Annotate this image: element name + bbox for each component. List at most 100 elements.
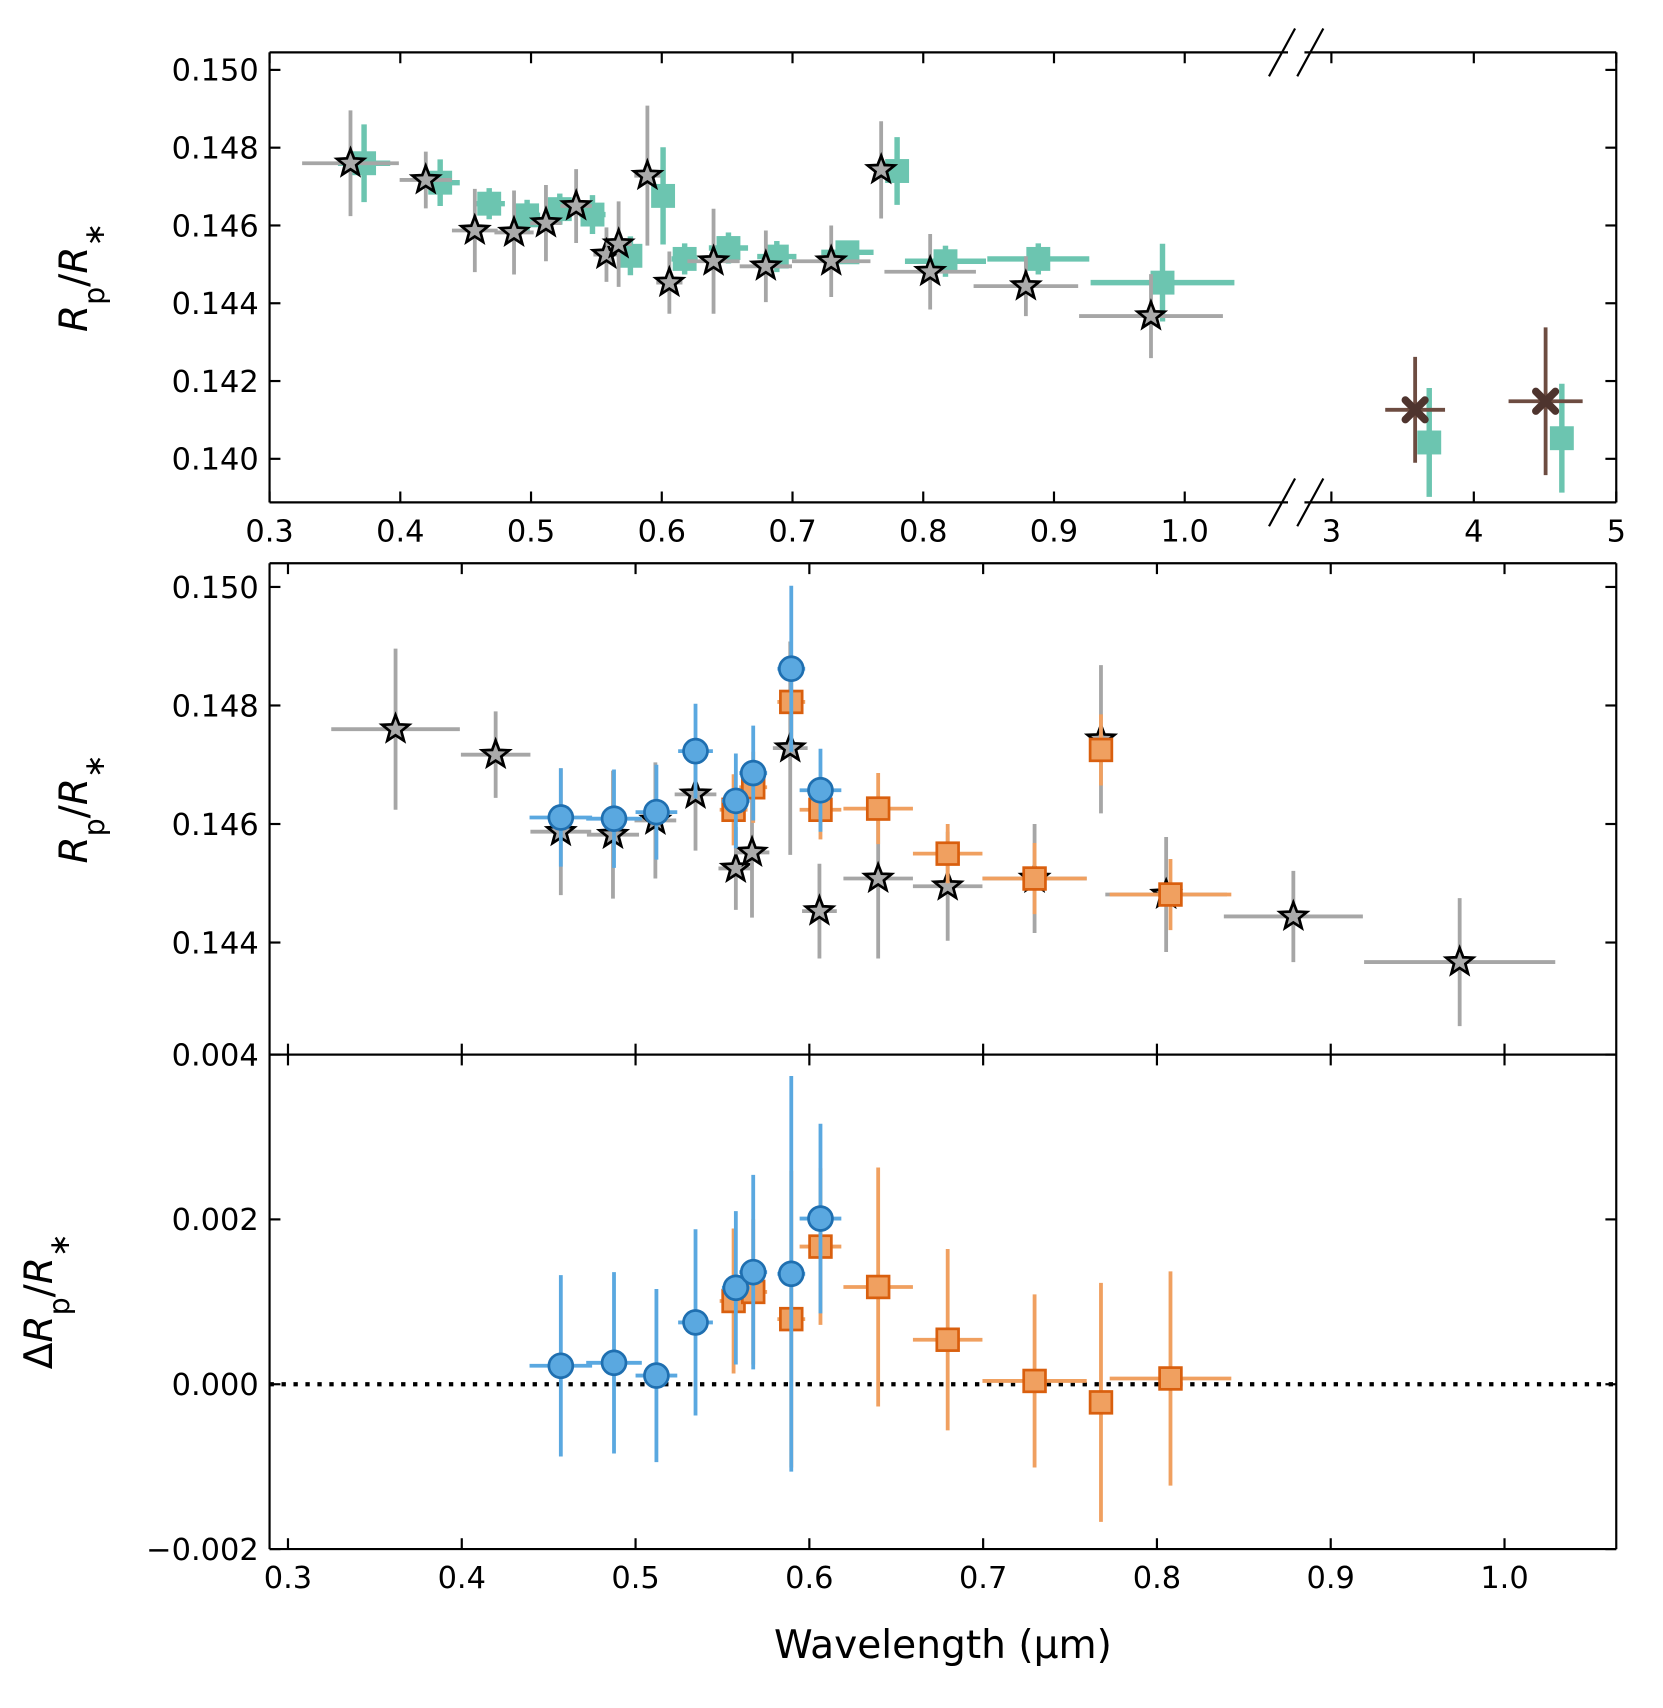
- y-tick-label: 0.150: [172, 54, 259, 89]
- circle-marker: [643, 798, 670, 826]
- x-tick-label: 0.4: [438, 1561, 486, 1596]
- square-marker: [1088, 1390, 1114, 1415]
- star-marker: [652, 264, 687, 298]
- circle-marker: [777, 655, 805, 683]
- y-axis-label-part: R: [17, 1315, 62, 1342]
- x-tick-label: 3: [1322, 515, 1341, 550]
- y-axis-label-part: /: [17, 1283, 62, 1297]
- x-tick-label: 1.0: [1161, 515, 1209, 550]
- y-tick-label: 0.004: [172, 1038, 259, 1073]
- x-tick-label: 0.6: [638, 515, 686, 550]
- circle-marker: [777, 1260, 805, 1288]
- star-marker: [864, 151, 899, 185]
- y-axis-label: Rp/R∗: [52, 754, 111, 863]
- circle-marker: [682, 1309, 709, 1336]
- square-marker: [580, 202, 605, 227]
- x-tick-label: 0.8: [899, 515, 947, 550]
- star-marker: [1442, 944, 1477, 977]
- star-marker: [333, 145, 368, 178]
- panel: 0.150 0.148 0.146 0.144 0.142 0.140 0.3 0.4 0.5 0…: [52, 27, 1626, 550]
- y-axis-label-part: p: [77, 287, 110, 305]
- circle-marker: [739, 759, 767, 787]
- star-marker: [457, 212, 492, 246]
- y-axis-label-part: p: [43, 1297, 76, 1315]
- star-marker: [696, 243, 731, 276]
- star-marker: [1133, 298, 1169, 331]
- panel: −0.002 0.000 0.002 0.004 0.3 0.4 0.5 0.6 0.7 0.8 0…: [17, 1038, 1618, 1668]
- y-tick-label: 0.000: [172, 1368, 259, 1403]
- y-axis-label-part: R: [17, 1257, 62, 1284]
- circle-marker: [722, 1274, 750, 1302]
- star-marker: [1276, 898, 1311, 932]
- circle-marker: [739, 1258, 767, 1286]
- y-tick-label: 0.148: [172, 132, 259, 167]
- x-tick-label: 0.6: [785, 1561, 833, 1596]
- star-marker: [528, 205, 563, 238]
- x-marker: [1532, 387, 1560, 415]
- axis-break: [1296, 477, 1325, 527]
- y-tick-label: 0.148: [172, 689, 259, 724]
- square-marker: [1026, 246, 1051, 271]
- y-axis-label-part: R: [52, 246, 97, 273]
- star-marker: [814, 243, 849, 276]
- star-marker: [601, 226, 636, 259]
- x-tick-label: 5: [1607, 515, 1626, 550]
- star-marker: [408, 162, 443, 195]
- square-marker: [865, 1274, 891, 1300]
- y-axis-label-part: ∗: [43, 1233, 76, 1257]
- circle-marker: [807, 1205, 834, 1232]
- x-tick-label: 0.4: [376, 515, 424, 550]
- x-tick-label: 0.7: [768, 515, 816, 550]
- square-marker: [1088, 737, 1114, 763]
- square-marker: [1158, 1366, 1183, 1391]
- square-marker: [672, 246, 697, 271]
- circle-marker: [600, 1349, 628, 1377]
- circle-marker: [682, 737, 709, 765]
- axis-break: [1296, 27, 1325, 77]
- y-axis-label-part: R: [52, 778, 97, 805]
- square-marker: [1417, 430, 1442, 455]
- square-marker: [477, 191, 502, 216]
- circle-marker: [807, 776, 834, 804]
- y-tick-label: −0.002: [146, 1533, 259, 1568]
- x-tick-label: 4: [1464, 515, 1483, 550]
- x-tick-label: 0.9: [1030, 515, 1078, 550]
- y-tick-label: 0.002: [172, 1203, 259, 1238]
- y-axis-label-part: R: [52, 305, 97, 332]
- square-marker: [1158, 882, 1183, 907]
- circle-marker: [547, 1352, 575, 1380]
- x-tick-label: 0.5: [611, 1561, 659, 1596]
- star-marker: [861, 860, 896, 894]
- y-axis-label: Rp/R∗: [52, 223, 110, 332]
- square-marker: [1150, 270, 1175, 295]
- star-marker: [913, 253, 948, 287]
- y-tick-label: 0.146: [172, 209, 259, 244]
- square-marker: [935, 841, 960, 866]
- y-axis-label-part: p: [77, 818, 110, 836]
- y-axis-label-part: Δ: [17, 1342, 62, 1369]
- y-tick-label: 0.150: [172, 571, 259, 606]
- y-axis-label-part: /: [52, 804, 97, 818]
- y-axis-label-part: ∗: [77, 754, 110, 778]
- y-axis-label-part: /: [52, 273, 97, 287]
- square-marker: [935, 1327, 960, 1352]
- x-tick-label: 1.0: [1480, 1561, 1528, 1596]
- star-marker: [559, 187, 594, 221]
- x-marker: [1401, 396, 1429, 424]
- x-tick-label: 0.7: [959, 1561, 1007, 1596]
- y-tick-label: 0.144: [172, 926, 259, 961]
- y-axis-label: ΔRp/R∗: [17, 1233, 76, 1369]
- x-tick-label: 0.3: [245, 515, 293, 550]
- star-marker: [802, 893, 837, 926]
- x-tick-label: 0.3: [264, 1561, 312, 1596]
- star-marker: [497, 214, 532, 248]
- square-marker: [865, 796, 891, 821]
- star-marker: [1008, 268, 1043, 301]
- y-axis-label-part: ∗: [77, 223, 110, 247]
- y-tick-label: 0.142: [172, 365, 259, 400]
- axis-break: [1268, 27, 1297, 77]
- axis-break: [1268, 477, 1297, 527]
- square-marker: [651, 183, 676, 208]
- star-marker: [748, 248, 784, 281]
